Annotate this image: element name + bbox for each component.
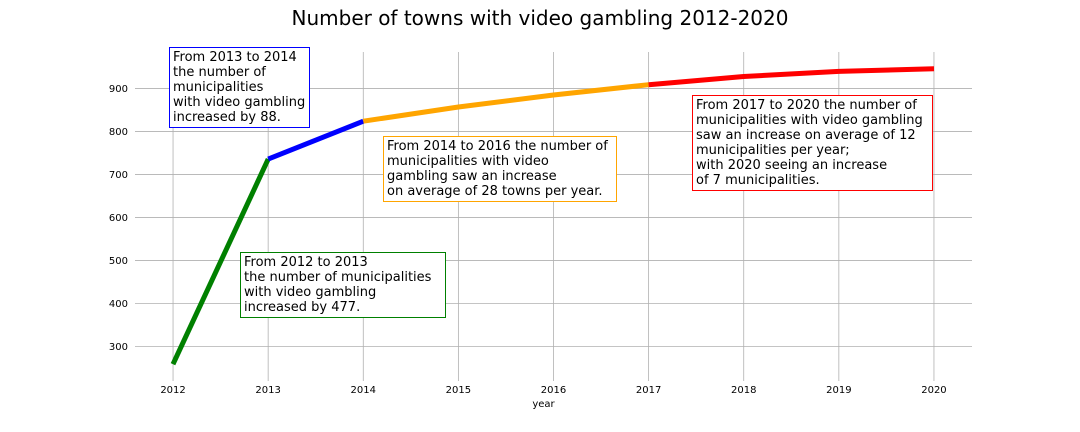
- x-tick-label: 2018: [731, 385, 756, 396]
- y-tick-label: 500: [109, 256, 128, 267]
- annotation-2012-2013: From 2012 to 2013 the number of municipa…: [240, 252, 446, 318]
- x-tick-label: 2020: [921, 385, 946, 396]
- x-tick-label: 2012: [160, 385, 185, 396]
- y-tick-label: 900: [109, 84, 128, 95]
- series-line-0: [170, 158, 271, 366]
- x-tick-label: 2014: [351, 385, 376, 396]
- series-line-3: [648, 66, 935, 88]
- x-tick-label: 2016: [541, 385, 566, 396]
- annotation-2013-2014: From 2013 to 2014 the number of municipa…: [169, 47, 310, 128]
- y-tick-label: 400: [109, 299, 128, 310]
- y-tick-label: 600: [109, 213, 128, 224]
- annotation-2014-2016: From 2014 to 2016 the number of municipa…: [383, 136, 617, 202]
- y-tick-label: 700: [109, 170, 128, 181]
- series-line-2: [362, 82, 649, 124]
- x-tick-label: 2017: [636, 385, 661, 396]
- chart-title: Number of towns with video gambling 2012…: [291, 6, 789, 30]
- series-line-1: [267, 118, 365, 162]
- annotation-2017-2020: From 2017 to 2020 the number of municipa…: [692, 95, 933, 191]
- x-tick-label: 2013: [255, 385, 280, 396]
- x-axis-label: year: [532, 399, 555, 410]
- y-tick-label: 800: [109, 127, 128, 138]
- y-tick-label: 300: [109, 342, 128, 353]
- x-tick-label: 2015: [446, 385, 471, 396]
- x-tick-label: 2019: [826, 385, 851, 396]
